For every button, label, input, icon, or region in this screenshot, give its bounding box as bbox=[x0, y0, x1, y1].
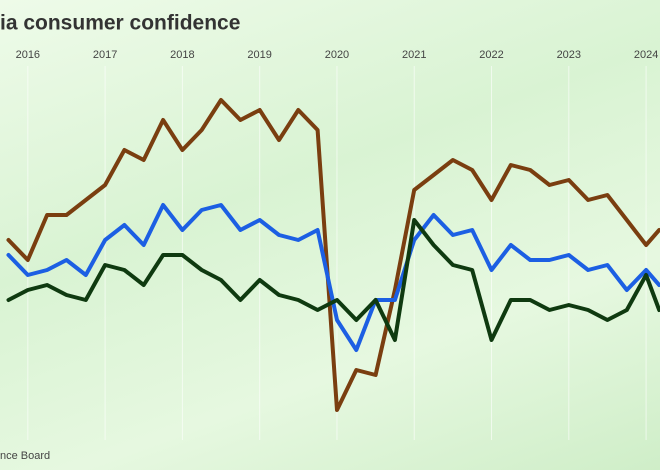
chart-title: ia consumer confidence bbox=[0, 12, 240, 35]
series-line bbox=[6, 203, 660, 352]
x-tick-label: 2020 bbox=[325, 49, 349, 61]
x-tick-label: 2024 bbox=[634, 49, 658, 61]
series-line bbox=[6, 218, 660, 342]
series-line bbox=[6, 98, 660, 412]
source: nce Board bbox=[0, 450, 50, 462]
x-tick-label: 2021 bbox=[402, 49, 426, 61]
x-tick-label: 2018 bbox=[170, 49, 194, 61]
x-tick-label: 2016 bbox=[16, 49, 40, 61]
x-tick-label: 2017 bbox=[93, 49, 117, 61]
x-tick-label: 2023 bbox=[557, 49, 581, 61]
x-tick-label: 2019 bbox=[247, 49, 271, 61]
x-tick-label: 2022 bbox=[479, 49, 503, 61]
